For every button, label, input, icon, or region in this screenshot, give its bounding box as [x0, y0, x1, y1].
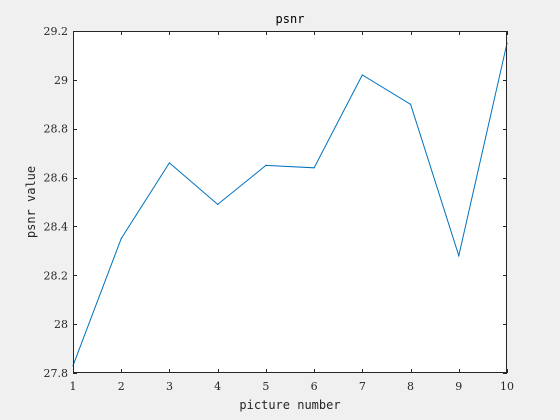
- y-tick-label: 29.2: [44, 25, 69, 38]
- y-tick-label: 28.8: [44, 123, 69, 136]
- x-tick-label: 10: [500, 380, 514, 393]
- x-tick-label: 3: [166, 380, 173, 393]
- y-tick-label: 29: [54, 74, 68, 87]
- x-tick-label: 6: [311, 380, 318, 393]
- y-tick-label: 28.6: [44, 172, 69, 185]
- data-point: [361, 74, 363, 76]
- data-point: [168, 162, 171, 164]
- data-point: [313, 167, 315, 169]
- data-point: [265, 164, 267, 166]
- y-axis-title: psnr value: [24, 166, 38, 238]
- x-tick-label: 5: [262, 380, 269, 393]
- data-point: [409, 103, 412, 105]
- x-tick-label: 2: [118, 380, 125, 393]
- data-point: [217, 203, 219, 206]
- y-tick-label: 28.4: [44, 220, 69, 233]
- x-tick-label: 9: [455, 380, 462, 393]
- tick-labels-layer: 1 2 3 4 5 6 7 8 9 10 27.8 28 28.2 28.4 28.6 28.8 29 29.2: [44, 25, 515, 393]
- x-axis-title: picture number: [239, 398, 340, 412]
- axes-box: [73, 31, 507, 373]
- series-line: [72, 43, 508, 366]
- x-tick-label: 8: [407, 380, 414, 393]
- x-tick-label: 1: [70, 380, 77, 393]
- x-tick-label: 4: [214, 380, 221, 393]
- chart-title: psnr: [276, 12, 305, 26]
- x-tick-label: 7: [359, 380, 366, 393]
- y-tick-label: 28: [54, 318, 68, 331]
- y-tick-label: 28.2: [44, 269, 69, 282]
- plot-area: [73, 31, 507, 373]
- y-tick-label: 27.8: [44, 367, 69, 380]
- data-point: [120, 238, 122, 240]
- data-point: [458, 255, 460, 257]
